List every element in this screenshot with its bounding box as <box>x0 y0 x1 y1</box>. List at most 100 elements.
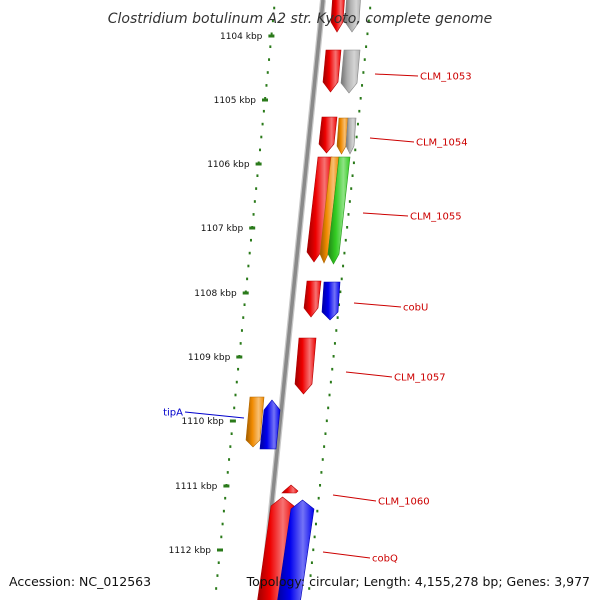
feature-layer <box>245 0 361 600</box>
gene-feature-arrow <box>319 156 340 264</box>
outer-tick-dot <box>361 84 364 87</box>
kbp-scale-label: 1110 kbp <box>181 417 224 427</box>
inner-tick-dot <box>224 496 227 500</box>
outer-tick-dot <box>329 380 332 384</box>
gene-leader-line <box>353 302 402 308</box>
gene-label: tipA <box>163 408 183 419</box>
inner-tick-dot <box>226 471 229 474</box>
outer-tick-dot <box>342 264 345 268</box>
gene-label: CLM_1060 <box>378 497 430 508</box>
inner-tick-dot <box>248 251 251 255</box>
gene-feature-arrow <box>277 499 315 600</box>
gene-feature-arrow <box>245 396 265 448</box>
outer-tick-dot <box>344 238 347 242</box>
gene-feature-arrow <box>327 156 351 265</box>
outer-tick-dot <box>365 45 368 48</box>
inner-tick-dot <box>253 200 256 203</box>
outer-tick-dot <box>346 226 349 229</box>
kbp-scale-label: 1104 kbp <box>220 32 263 42</box>
inner-tick-dot <box>222 509 225 513</box>
gene-leader-line <box>345 371 393 378</box>
inner-tick-dot <box>260 135 263 139</box>
gene-feature-arrow <box>330 0 345 33</box>
outer-tick-dot <box>319 484 322 487</box>
inner-tick-dot <box>261 122 264 126</box>
gene-feature-arrow <box>344 0 361 33</box>
inner-tick-dot <box>229 445 232 448</box>
kbp-scale-label: 1109 kbp <box>188 353 231 363</box>
outer-tick-dot <box>314 522 317 526</box>
inner-tick-dot <box>249 238 252 242</box>
gene-label: CLM_1054 <box>416 138 468 149</box>
inner-tick-dot <box>237 367 240 371</box>
outer-tick-dot <box>356 122 359 126</box>
outer-tick-dot <box>335 329 338 332</box>
outer-tick-dot <box>316 509 319 513</box>
scale-label-layer: 1104 kbp 1105 kbp 1106 kbp 1107 kbp 1108 kbp… <box>169 32 275 556</box>
outer-tick-dot <box>358 109 361 113</box>
inner-tick-dot <box>216 574 219 577</box>
gene-label: CLM_1055 <box>410 212 462 223</box>
inner-tick-dot <box>242 316 245 319</box>
outer-tick-dot <box>359 97 362 100</box>
outer-tick-dot <box>308 587 311 590</box>
outer-tick-dot <box>352 161 355 165</box>
inner-tick-dot <box>255 187 258 190</box>
outer-tick-dot <box>312 548 315 552</box>
kbp-scale-label: 1108 kbp <box>194 289 237 299</box>
gene-label-layer: CLM_1053 CLM_1054 CLM_1055 cobU CLM_1057 tipA… <box>163 72 472 565</box>
outer-tick-dot <box>317 496 320 500</box>
outer-tick-dot <box>338 303 341 306</box>
inner-tick-dot <box>264 97 267 100</box>
kbp-major-tick <box>229 419 236 423</box>
kbp-scale-label: 1105 kbp <box>214 96 257 106</box>
gene-feature-arrow <box>345 117 357 155</box>
inner-tick-dot <box>233 406 236 410</box>
outer-tick-dot <box>331 367 334 371</box>
inner-tick-dot <box>259 148 262 152</box>
kbp-major-tick <box>268 34 275 38</box>
gene-feature-arrow <box>294 337 317 395</box>
outer-tick-dot <box>339 290 342 294</box>
outer-tick-dot <box>327 406 330 410</box>
gene-feature-arrow <box>336 117 349 155</box>
kbp-scale-label: 1106 kbp <box>207 160 250 170</box>
outer-tick-dot <box>347 213 350 216</box>
outer-tick-dot <box>325 419 328 423</box>
gene-leader-line <box>362 212 409 217</box>
outer-tick-dot <box>332 355 335 358</box>
inner-tick-dot <box>247 264 250 268</box>
inner-tick-dot <box>221 522 224 526</box>
kbp-major-tick <box>217 548 223 552</box>
outer-tick-dot <box>323 445 326 448</box>
inner-tick-dot <box>271 19 274 23</box>
outer-tick-dot <box>367 19 370 23</box>
kbp-major-tick <box>262 98 268 102</box>
outer-tick-dot <box>313 535 316 539</box>
kbp-major-tick <box>255 162 262 166</box>
gene-leader-line <box>332 494 377 502</box>
inner-tick-dot <box>252 213 255 216</box>
inner-tick-dot <box>220 535 223 539</box>
outer-tick-dot <box>340 277 343 281</box>
outer-tick-dot <box>336 316 339 319</box>
outer-tick-dot <box>309 574 312 577</box>
inner-tick-dot <box>234 393 237 397</box>
gene-leader-line <box>374 73 419 77</box>
kbp-major-tick <box>223 484 230 488</box>
kbp-scale-label: 1111 kbp <box>175 482 218 492</box>
map-title: Clostridium botulinum A2 str. Kyoto, com… <box>108 11 493 27</box>
kbp-major-tick <box>249 226 256 230</box>
gene-feature-arrow <box>303 280 322 318</box>
gene-label: cobQ <box>372 554 398 565</box>
inner-tick-dot <box>269 45 272 48</box>
gene-feature-arrow <box>318 116 338 154</box>
inner-tick-dot <box>243 303 246 306</box>
gene-feature-arrow <box>259 399 281 450</box>
gene-leader-line <box>184 411 245 419</box>
outer-tick-dot <box>354 148 357 152</box>
outer-tick-dot <box>369 6 372 10</box>
gene-feature-arrow <box>281 484 299 494</box>
outer-tick-dot <box>328 393 331 397</box>
